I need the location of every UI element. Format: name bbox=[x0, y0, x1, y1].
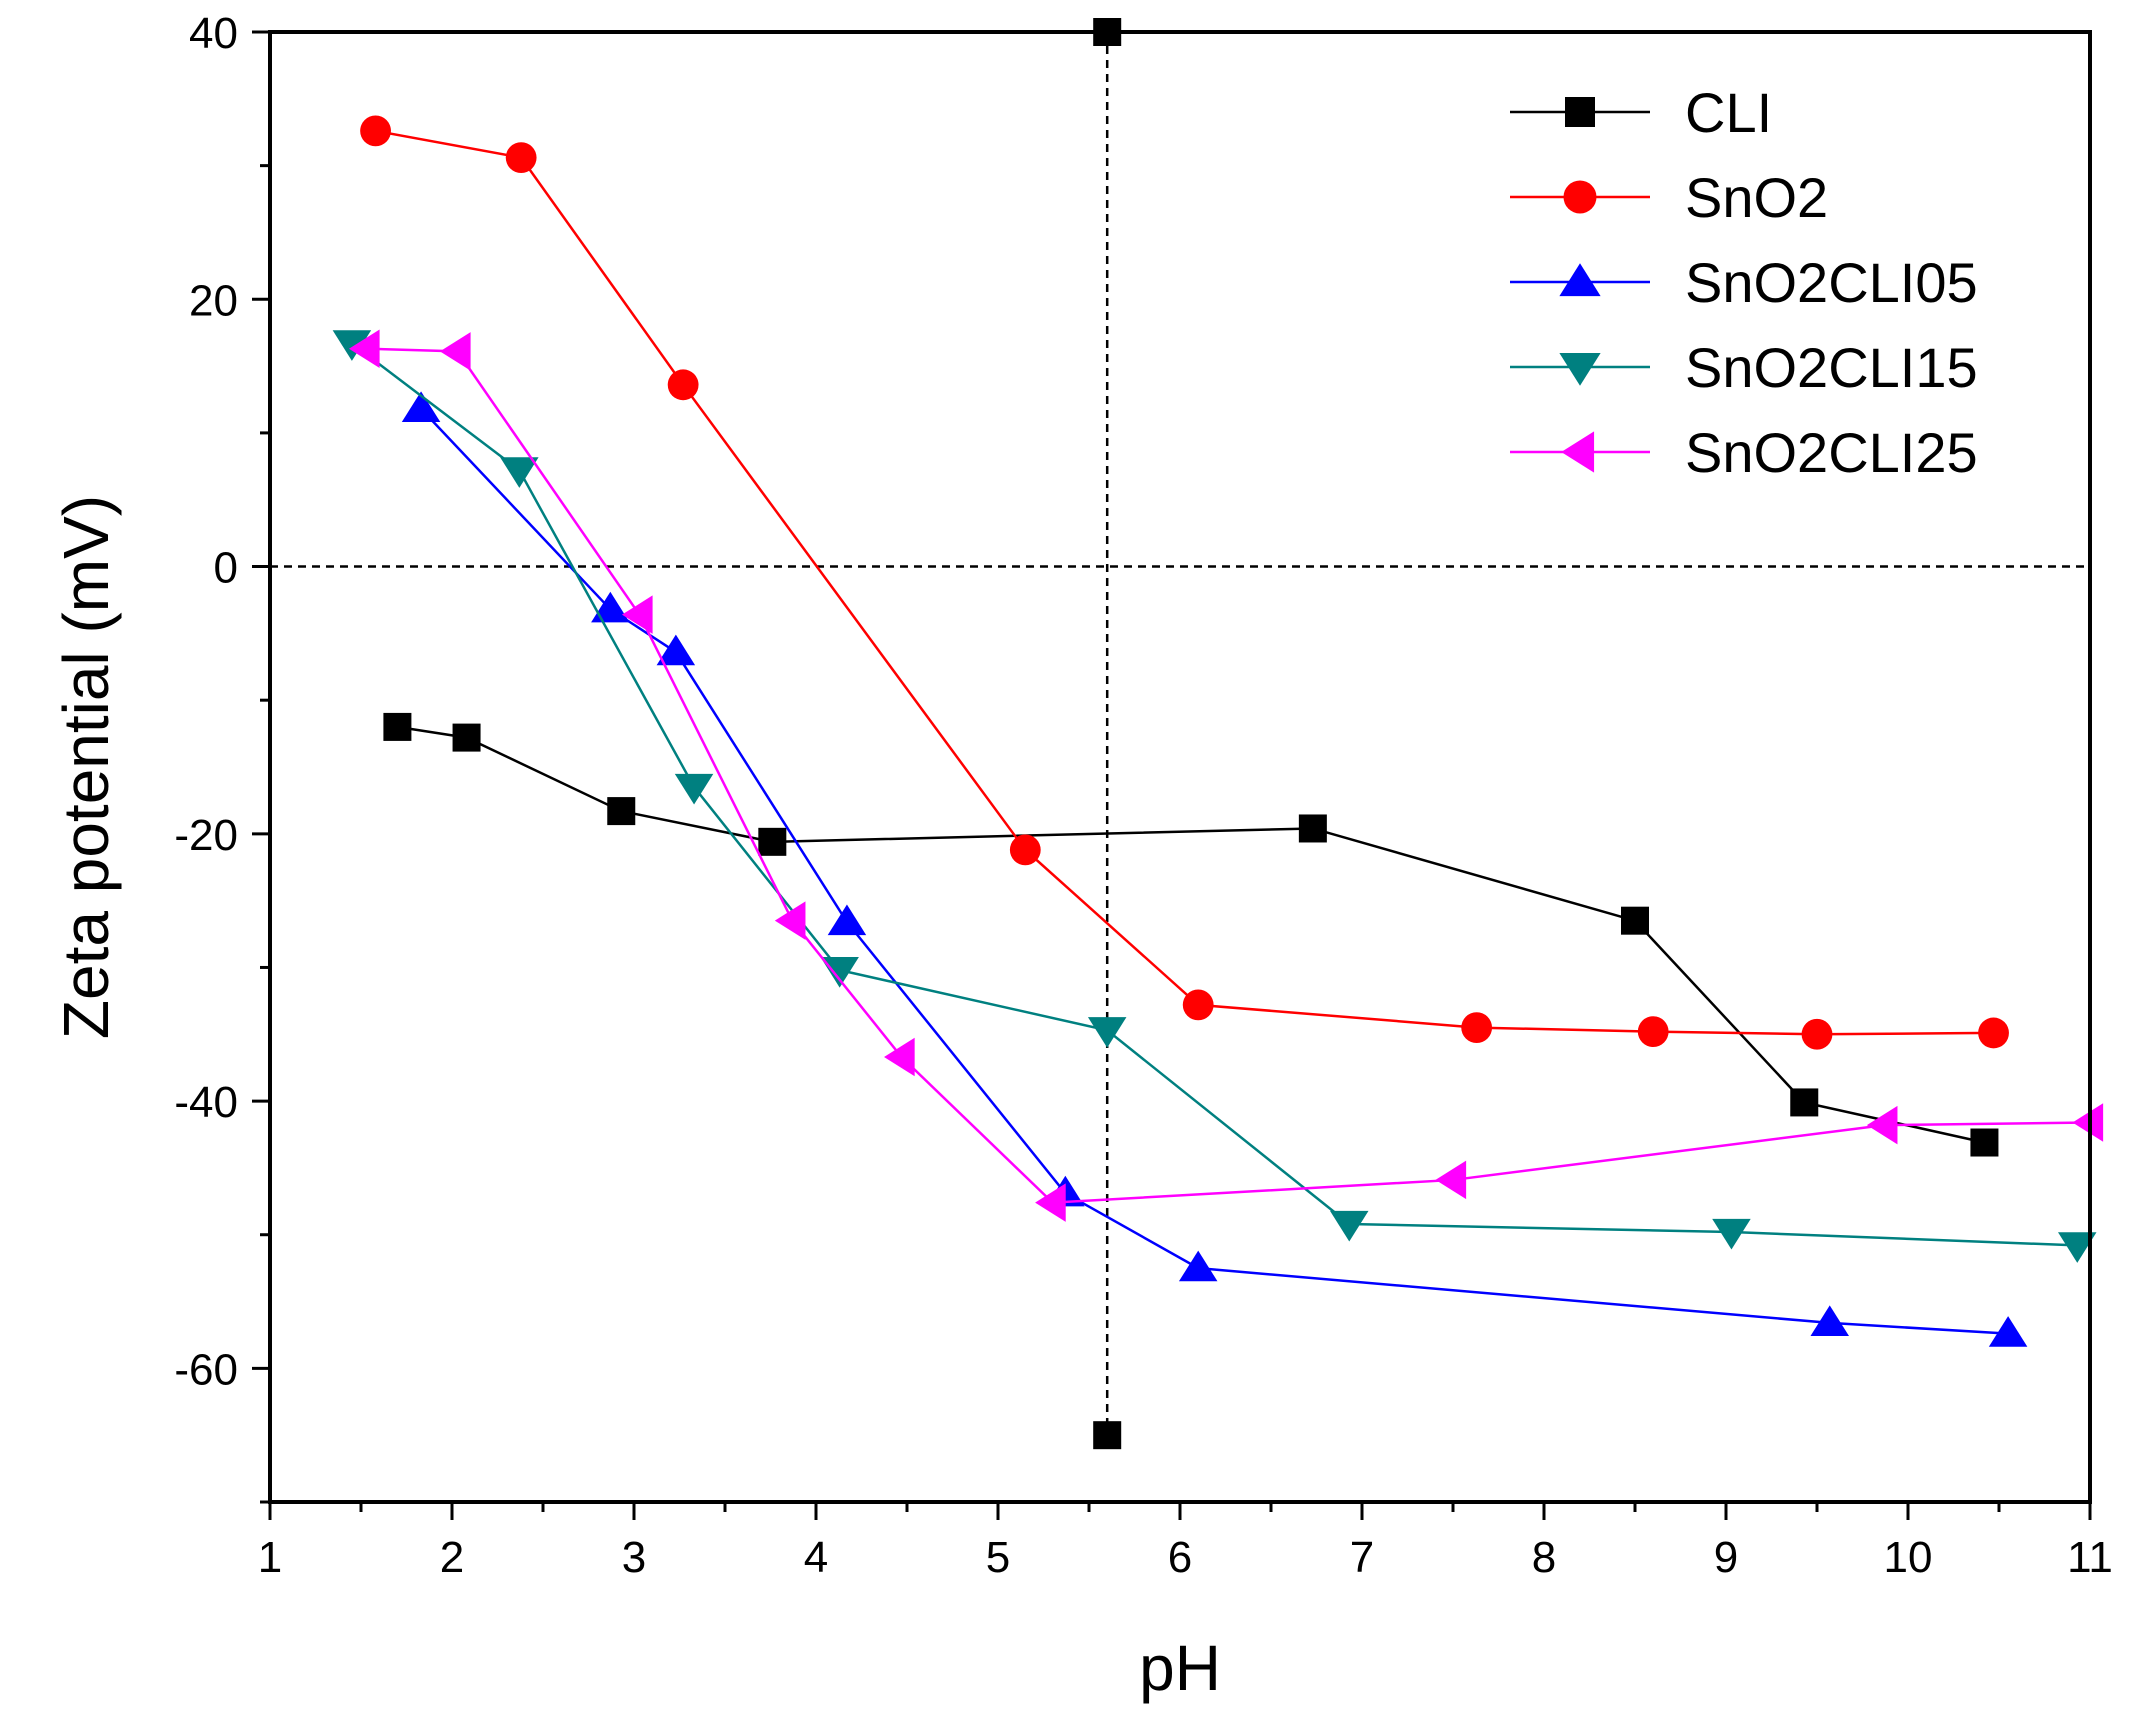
data-point-sno2cli15 bbox=[1087, 1017, 1127, 1048]
y-tick-label: 0 bbox=[214, 544, 238, 593]
legend-entry-sno2: SnO2 bbox=[1510, 166, 1828, 229]
legend-label-sno2cli15: SnO2CLI15 bbox=[1685, 336, 1978, 399]
y-axis-title: Zeta potential (mV) bbox=[50, 495, 122, 1039]
data-point-sno2cli15 bbox=[1712, 1218, 1751, 1250]
series-sno2cli05 bbox=[401, 391, 2028, 1347]
legend-entry-sno2cli15: SnO2CLI15 bbox=[1510, 336, 1978, 399]
data-point-sno2 bbox=[360, 115, 391, 147]
data-point-cli bbox=[452, 723, 481, 752]
series-sno2 bbox=[360, 115, 2009, 1050]
data-point-sno2cli25 bbox=[621, 595, 653, 634]
legend-entry-sno2cli25: SnO2CLI25 bbox=[1510, 421, 1978, 484]
legend-label-cli: CLI bbox=[1685, 81, 1772, 144]
x-tick-label: 11 bbox=[2067, 1533, 2113, 1582]
legend-label-sno2: SnO2 bbox=[1685, 166, 1828, 229]
data-point-sno2 bbox=[1637, 1016, 1669, 1047]
x-tick-label: 7 bbox=[1350, 1533, 1374, 1582]
data-point-sno2 bbox=[667, 369, 699, 401]
y-tick-label: -40 bbox=[174, 1078, 238, 1127]
legend: CLI SnO2 SnO2CLI05 SnO2CLI15 SnO2CLI25 bbox=[1510, 81, 1978, 484]
data-point-sno2cli25 bbox=[348, 329, 380, 368]
data-point-sno2cli15 bbox=[674, 773, 714, 805]
legend-label-sno2cli25: SnO2CLI25 bbox=[1685, 421, 1978, 484]
y-tick-label: 40 bbox=[189, 9, 238, 58]
legend-marker-sno2cli15 bbox=[1559, 352, 1601, 386]
legend-marker-sno2cli05 bbox=[1559, 263, 1601, 297]
data-point-cli bbox=[1970, 1128, 1999, 1157]
legend-marker-sno2cli25 bbox=[1561, 431, 1595, 473]
data-point-sno2cli05 bbox=[1810, 1305, 1849, 1337]
data-point-sno2 bbox=[1978, 1017, 2009, 1049]
data-point-cli bbox=[1790, 1088, 1819, 1117]
legend-marker-sno2 bbox=[1563, 180, 1597, 214]
x-axis-title: pH bbox=[1139, 1632, 1221, 1704]
data-point-cli bbox=[1621, 906, 1649, 935]
series-sno2cli15 bbox=[332, 330, 2097, 1263]
data-point-sno2cli15 bbox=[332, 330, 372, 361]
data-point-sno2cli25 bbox=[2072, 1103, 2104, 1142]
data-point-sno2cli15 bbox=[1330, 1210, 1369, 1242]
x-tick-label: 6 bbox=[1168, 1533, 1192, 1582]
data-point-sno2cli25 bbox=[1866, 1105, 1898, 1145]
data-point-sno2cli15 bbox=[500, 457, 539, 488]
data-point-sno2 bbox=[1009, 834, 1041, 866]
data-point-cli-extra bbox=[1093, 1421, 1122, 1450]
data-point-sno2cli15 bbox=[820, 957, 859, 988]
x-tick-label: 5 bbox=[986, 1533, 1010, 1582]
x-axis: 1 2 3 4 5 6 7 8 9 10 11 bbox=[258, 1502, 2113, 1582]
data-point-cli bbox=[758, 827, 787, 856]
data-point-cli bbox=[383, 712, 412, 741]
data-point-sno2cli25 bbox=[774, 901, 806, 940]
legend-label-sno2cli05: SnO2CLI05 bbox=[1685, 251, 1978, 314]
y-axis: -60 -40 -20 0 20 40 bbox=[174, 9, 270, 1504]
y-tick-label: -60 bbox=[174, 1345, 238, 1394]
series-line-cli bbox=[397, 725, 1985, 1144]
data-point-cli bbox=[607, 797, 636, 826]
reference-lines bbox=[270, 32, 2090, 1436]
series-line-sno2cli15 bbox=[351, 342, 2078, 1247]
data-point-sno2cli25 bbox=[884, 1037, 915, 1077]
data-point-cli bbox=[1298, 814, 1327, 843]
series-cli bbox=[383, 18, 1999, 1450]
data-point-sno2cli05 bbox=[401, 391, 441, 422]
series-sno2cli25 bbox=[348, 329, 2104, 1222]
legend-entry-sno2cli05: SnO2CLI05 bbox=[1510, 251, 1978, 314]
data-point-sno2cli05 bbox=[1988, 1316, 2028, 1347]
data-point-sno2cli25 bbox=[439, 332, 471, 371]
data-point-sno2cli25 bbox=[1435, 1160, 1467, 1200]
data-point-sno2 bbox=[1461, 1012, 1493, 1043]
x-tick-label: 2 bbox=[440, 1533, 464, 1582]
y-tick-label: 20 bbox=[189, 276, 238, 325]
x-tick-label: 3 bbox=[622, 1533, 646, 1582]
data-point-sno2cli15 bbox=[2058, 1232, 2097, 1263]
y-tick-label: -20 bbox=[174, 811, 238, 860]
legend-entry-cli: CLI bbox=[1510, 81, 1772, 144]
data-point-sno2 bbox=[1801, 1018, 1833, 1050]
x-tick-label: 9 bbox=[1714, 1533, 1738, 1582]
data-point-sno2cli05 bbox=[1178, 1250, 1218, 1282]
data-point-sno2cli25 bbox=[1035, 1183, 1066, 1222]
x-tick-label: 4 bbox=[804, 1533, 828, 1582]
legend-marker-cli bbox=[1565, 97, 1595, 127]
data-point-sno2cli05 bbox=[827, 904, 867, 936]
x-tick-label: 10 bbox=[1884, 1533, 1933, 1582]
data-point-sno2cli05 bbox=[591, 591, 630, 623]
data-point-sno2 bbox=[505, 142, 537, 174]
data-point-sno2cli05 bbox=[656, 634, 696, 666]
data-point-sno2 bbox=[1182, 989, 1214, 1021]
series-layer bbox=[332, 18, 2104, 1450]
x-tick-label: 8 bbox=[1532, 1533, 1556, 1582]
x-tick-label: 1 bbox=[258, 1533, 282, 1582]
